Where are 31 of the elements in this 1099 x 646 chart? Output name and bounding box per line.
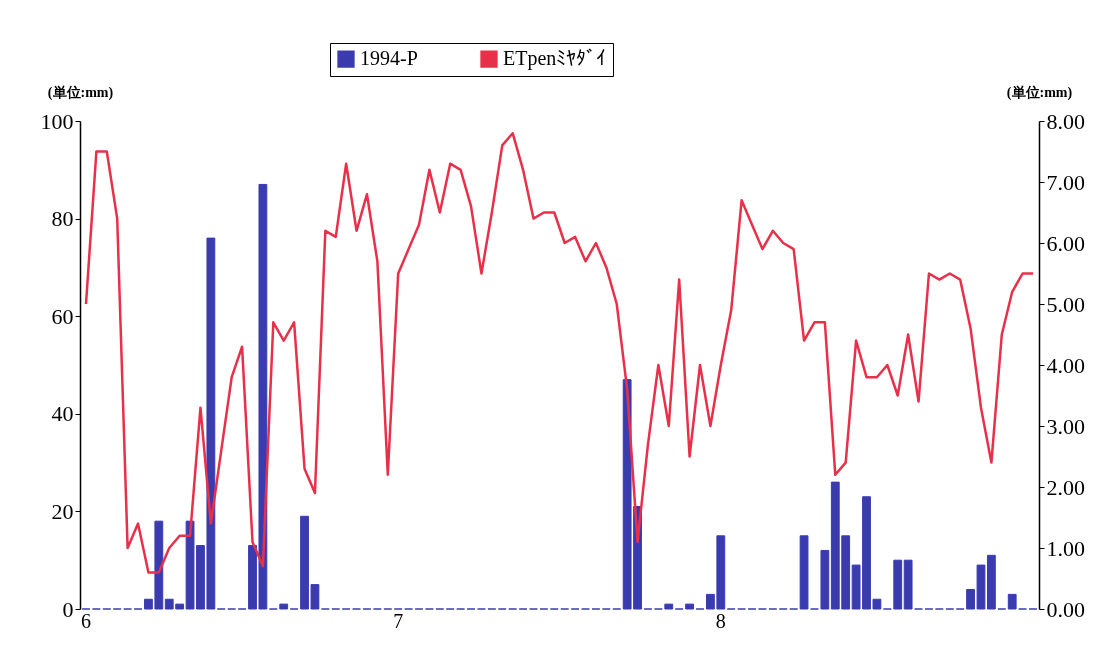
y-tick-label: 0 [62,596,74,622]
x-tick-label: 8 [715,609,726,632]
bar [893,559,903,610]
bar [820,549,830,610]
y-tick-label: 40 [51,401,74,427]
bar [799,535,809,610]
bar [903,559,913,610]
y-tick-label: 20 [51,498,74,524]
y-tick-label: 100 [40,108,74,134]
y2-tick-label: 5.00 [1046,291,1085,317]
y2-tick-label: 7.00 [1046,169,1085,195]
y2-tick-label: 4.00 [1046,352,1085,378]
x-tick-label: 7 [393,609,404,632]
legend-label: ETpenﾐﾔﾀﾞｲ [503,47,607,71]
y2-tick-label: 0.00 [1046,596,1085,622]
y2-tick-label: 8.00 [1046,108,1085,134]
y-tick-label: 80 [51,206,74,232]
y2-axis-title: (単位:mm) [1006,84,1073,101]
bar [279,603,289,610]
bar [685,603,694,610]
y2-tick-label: 3.00 [1046,413,1085,439]
bar [664,603,674,610]
y2-tick-label: 2.00 [1046,474,1085,500]
legend-label: 1994-P [360,47,418,70]
y2-tick-label: 1.00 [1046,535,1085,561]
y-axis-title: (単位:mm) [47,84,114,101]
x-tick-label: 6 [80,609,91,632]
bar [1007,593,1017,610]
y-tick-label: 60 [51,303,74,329]
line-series [84,131,1035,574]
y2-tick-label: 6.00 [1046,230,1085,256]
